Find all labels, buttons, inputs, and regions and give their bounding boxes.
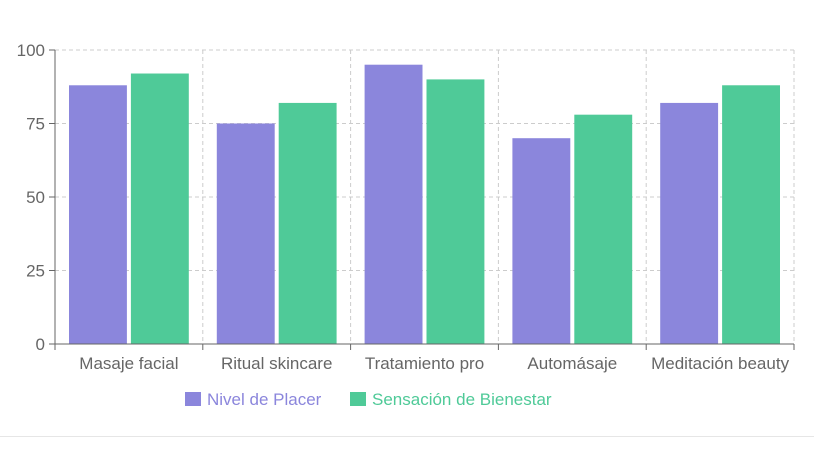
divider	[0, 436, 814, 437]
grid	[55, 49, 795, 344]
y-axis-ticks: 0 25 50 75 100	[17, 41, 55, 354]
y-tick-label: 25	[26, 262, 45, 281]
bar-nivel-de-placer[interactable]	[69, 85, 127, 344]
legend-label: Nivel de Placer	[207, 390, 322, 409]
x-tick-label: Tratamiento pro	[365, 354, 484, 373]
bar-nivel-de-placer[interactable]	[216, 123, 275, 345]
bars	[69, 64, 780, 345]
legend-label: Sensación de Bienestar	[372, 390, 552, 409]
legend-item[interactable]: Sensación de Bienestar	[350, 390, 552, 409]
y-tick-label: 100	[17, 41, 45, 60]
y-tick-label: 50	[26, 188, 45, 207]
legend-swatch	[185, 392, 201, 406]
x-axis-ticks: Masaje facial Ritual skincare Tratamiento …	[54, 344, 795, 373]
legend-swatch	[350, 392, 366, 406]
bar-nivel-de-placer[interactable]	[512, 138, 571, 344]
bar-nivel-de-placer[interactable]	[364, 64, 423, 344]
legend-item[interactable]: Nivel de Placer	[185, 390, 322, 409]
bar-sensacion-de-bienestar[interactable]	[278, 102, 337, 344]
legend[interactable]: Nivel de Placer Sensación de Bienestar	[185, 390, 552, 409]
x-tick-label: Masaje facial	[79, 354, 178, 373]
bar-sensacion-de-bienestar[interactable]	[574, 114, 633, 345]
y-tick-label: 75	[26, 115, 45, 134]
x-tick-label: Ritual skincare	[221, 354, 333, 373]
bar-nivel-de-placer[interactable]	[660, 102, 719, 344]
bar-sensacion-de-bienestar[interactable]	[426, 79, 485, 345]
y-tick-label: 0	[36, 335, 45, 354]
x-tick-label: Automásaje	[527, 354, 617, 373]
bar-sensacion-de-bienestar[interactable]	[130, 73, 189, 345]
bar-sensacion-de-bienestar[interactable]	[722, 85, 780, 344]
x-tick-label: Meditación beauty	[651, 354, 789, 373]
